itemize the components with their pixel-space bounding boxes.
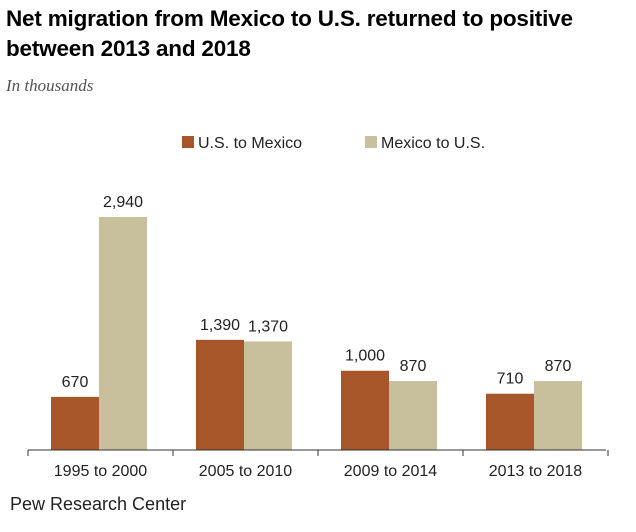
- legend-label-us-to-mexico: U.S. to Mexico: [198, 135, 302, 152]
- value-label-us-to-mexico: 1,390: [200, 317, 240, 334]
- chart-title: Net migration from Mexico to U.S. return…: [6, 6, 573, 61]
- x-axis-label: 2009 to 2014: [344, 463, 438, 480]
- value-label-mexico-to-us: 870: [545, 358, 572, 375]
- bars: [51, 217, 582, 450]
- legend-swatch-mexico-to-us: [365, 136, 377, 148]
- value-labels: 670 2,940 1,390 1,370 1,000 870 710 870: [62, 194, 572, 391]
- x-axis-label: 2013 to 2018: [489, 463, 583, 480]
- bar-us-to-mexico: [486, 393, 534, 450]
- value-label-mexico-to-us: 1,370: [248, 318, 288, 335]
- value-label-us-to-mexico: 1,000: [345, 348, 385, 365]
- bar-us-to-mexico: [341, 370, 389, 450]
- chart-subtitle: In thousands: [6, 76, 94, 95]
- legend-swatch-us-to-mexico: [182, 136, 194, 148]
- legend: U.S. to Mexico Mexico to U.S.: [182, 135, 485, 152]
- x-axis-ticks: [27, 450, 609, 456]
- x-axis-label: 1995 to 2000: [54, 463, 148, 480]
- bar-us-to-mexico: [51, 396, 99, 450]
- bar-mexico-to-us: [244, 341, 292, 450]
- value-label-us-to-mexico: 710: [497, 371, 524, 388]
- bar-mexico-to-us: [99, 217, 147, 450]
- bar-us-to-mexico: [196, 339, 244, 450]
- x-axis-label: 2005 to 2010: [199, 463, 293, 480]
- value-label-us-to-mexico: 670: [62, 374, 89, 391]
- source-note: Pew Research Center: [10, 494, 187, 514]
- bar-mexico-to-us: [389, 381, 437, 450]
- legend-label-mexico-to-us: Mexico to U.S.: [381, 135, 485, 152]
- value-label-mexico-to-us: 2,940: [103, 194, 143, 211]
- value-label-mexico-to-us: 870: [400, 358, 427, 375]
- bar-mexico-to-us: [534, 381, 582, 450]
- x-axis-labels: 1995 to 2000 2005 to 2010 2009 to 2014 2013…: [54, 463, 583, 480]
